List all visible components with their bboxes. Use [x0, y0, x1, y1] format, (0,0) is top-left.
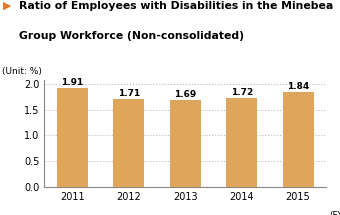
- Bar: [170, 100, 201, 187]
- Text: 1.71: 1.71: [118, 89, 140, 98]
- Text: Ratio of Employees with Disabilities in the Minebea: Ratio of Employees with Disabilities in …: [19, 1, 333, 11]
- Bar: [114, 99, 144, 187]
- Bar: [57, 88, 88, 187]
- Text: (Unit: %): (Unit: %): [2, 67, 41, 76]
- Text: 1.91: 1.91: [62, 78, 84, 87]
- Bar: [226, 98, 257, 187]
- Text: (FY): (FY): [329, 211, 340, 215]
- Text: Group Workforce (Non-consolidated): Group Workforce (Non-consolidated): [19, 31, 244, 41]
- Text: 1.72: 1.72: [231, 88, 253, 97]
- Text: ▶: ▶: [3, 1, 11, 11]
- Bar: [283, 92, 313, 187]
- Text: 1.69: 1.69: [174, 90, 197, 99]
- Text: 1.84: 1.84: [287, 82, 309, 91]
